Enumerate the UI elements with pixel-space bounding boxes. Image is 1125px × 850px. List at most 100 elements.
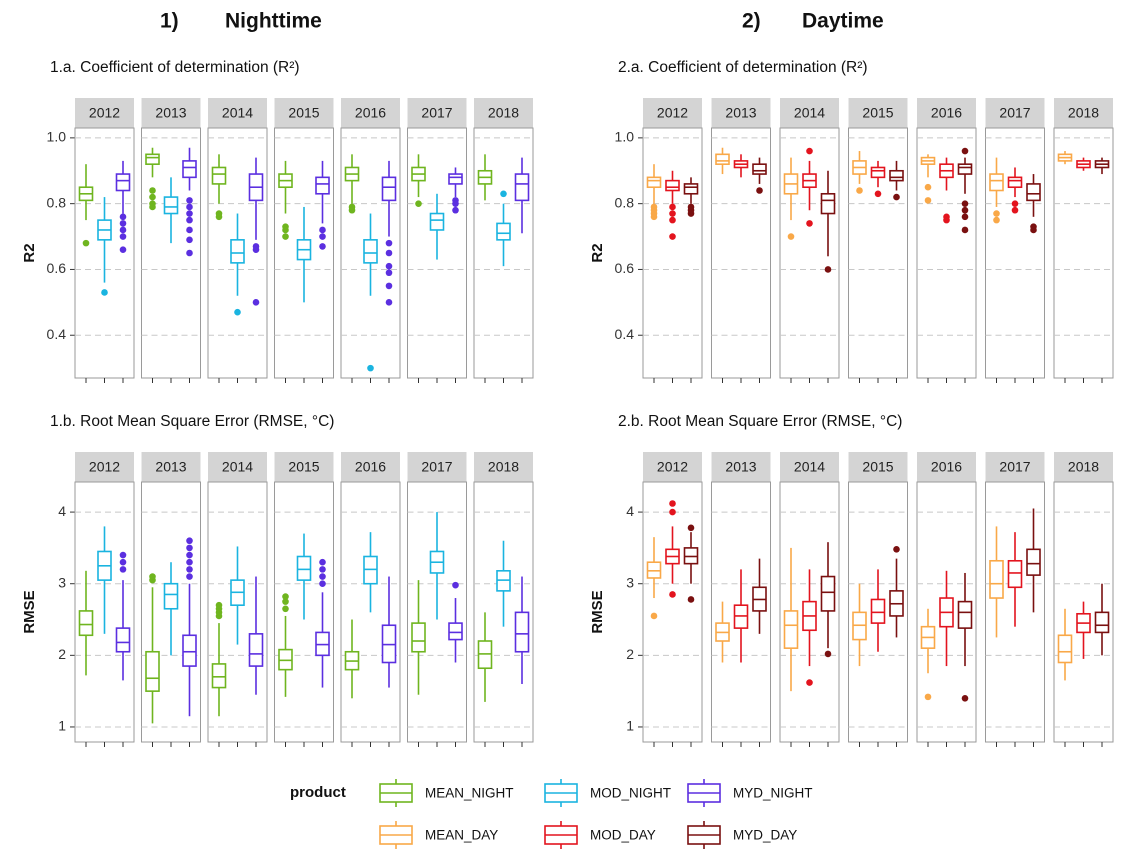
- outlier: [961, 147, 969, 155]
- facet-strip: [711, 452, 771, 482]
- y-tick-label: 3: [58, 574, 66, 590]
- facet-label: 2014: [794, 105, 825, 121]
- outlier: [186, 551, 193, 559]
- box: [820, 192, 836, 215]
- outlier: [452, 581, 459, 589]
- facet-strip: [141, 452, 201, 482]
- legend-label: MEAN_DAY: [425, 828, 498, 843]
- facet-label: 2012: [657, 459, 688, 475]
- outlier: [149, 187, 156, 194]
- box: [1094, 611, 1110, 634]
- outlier: [319, 558, 326, 566]
- outlier: [319, 580, 326, 588]
- outlier: [687, 596, 695, 603]
- box: [646, 176, 662, 189]
- facet-label: 2014: [222, 105, 253, 121]
- outlier: [924, 693, 932, 701]
- outlier: [186, 210, 193, 217]
- legend-label: MEAN_NIGHT: [425, 786, 514, 801]
- facet-label: 2017: [421, 459, 452, 475]
- outlier: [234, 308, 241, 316]
- outlier: [669, 210, 676, 217]
- facet-label: 2016: [355, 105, 386, 121]
- outlier: [650, 612, 658, 620]
- legend-label: MOD_DAY: [590, 828, 656, 843]
- box: [448, 622, 463, 641]
- box: [1057, 634, 1073, 664]
- outlier: [119, 220, 127, 227]
- y-tick-label: 0.6: [47, 260, 67, 276]
- panel-number: 2): [742, 10, 761, 33]
- outlier: [82, 239, 90, 247]
- box: [820, 575, 836, 612]
- outlier: [282, 226, 289, 234]
- outlier: [282, 598, 289, 605]
- outlier: [149, 193, 156, 201]
- box: [211, 663, 227, 689]
- outlier: [186, 197, 193, 204]
- facet-strip: [208, 452, 267, 482]
- outlier: [756, 187, 763, 194]
- outlier: [500, 190, 507, 198]
- facet-label: 2016: [931, 105, 962, 121]
- facet-strip: [274, 98, 334, 128]
- facet-strip: [407, 98, 467, 128]
- y-tick-label: 1.0: [615, 129, 635, 145]
- box: [957, 163, 973, 175]
- panel-number: 1): [160, 10, 179, 33]
- y-tick-label: 2: [58, 646, 66, 662]
- outlier: [119, 226, 127, 234]
- facet-label: 2018: [1068, 459, 1099, 475]
- facet-strip: [848, 452, 908, 482]
- box: [1007, 176, 1023, 189]
- legend-label: MOD_NIGHT: [590, 786, 671, 801]
- outlier: [924, 183, 932, 191]
- outlier: [119, 558, 127, 566]
- legend-label: MYD_NIGHT: [733, 786, 813, 801]
- outlier: [119, 551, 127, 559]
- outlier: [119, 213, 127, 221]
- facet-strip: [780, 452, 839, 482]
- facet-strip: [341, 452, 400, 482]
- y-tick-label: 1.0: [47, 129, 67, 145]
- box: [783, 610, 799, 649]
- facet-strip: [848, 98, 908, 128]
- outlier: [186, 566, 193, 573]
- box: [1026, 548, 1041, 576]
- outlier: [282, 605, 289, 613]
- outlier: [669, 591, 676, 598]
- box: [78, 610, 94, 637]
- box: [496, 222, 511, 241]
- outlier: [385, 249, 393, 257]
- legend-title: product: [290, 784, 346, 801]
- panel-header: Daytime: [802, 10, 884, 33]
- box: [957, 600, 973, 629]
- box: [1007, 559, 1023, 589]
- outlier: [149, 203, 156, 211]
- box: [182, 634, 197, 667]
- y-tick-label: 0.4: [47, 326, 67, 342]
- box: [870, 598, 886, 624]
- facet-panel: [642, 481, 703, 743]
- facet-label: 2018: [488, 459, 519, 475]
- outlier: [452, 200, 459, 207]
- outlier: [385, 269, 393, 277]
- outlier: [319, 566, 326, 573]
- outlier: [101, 289, 108, 296]
- facet-strip: [780, 98, 839, 128]
- box: [115, 173, 131, 192]
- box: [182, 160, 197, 179]
- facet-label: 2013: [725, 459, 756, 475]
- facet-strip: [274, 452, 334, 482]
- outlier: [650, 213, 658, 221]
- outlier: [186, 203, 193, 211]
- facet-label: 2012: [657, 105, 688, 121]
- outlier: [1011, 200, 1019, 207]
- outlier: [186, 226, 193, 234]
- outlier: [252, 246, 260, 254]
- outlier: [215, 213, 223, 221]
- box: [1026, 183, 1041, 202]
- facet-strip: [75, 452, 134, 482]
- outlier: [856, 187, 863, 194]
- facet-label: 2016: [355, 459, 386, 475]
